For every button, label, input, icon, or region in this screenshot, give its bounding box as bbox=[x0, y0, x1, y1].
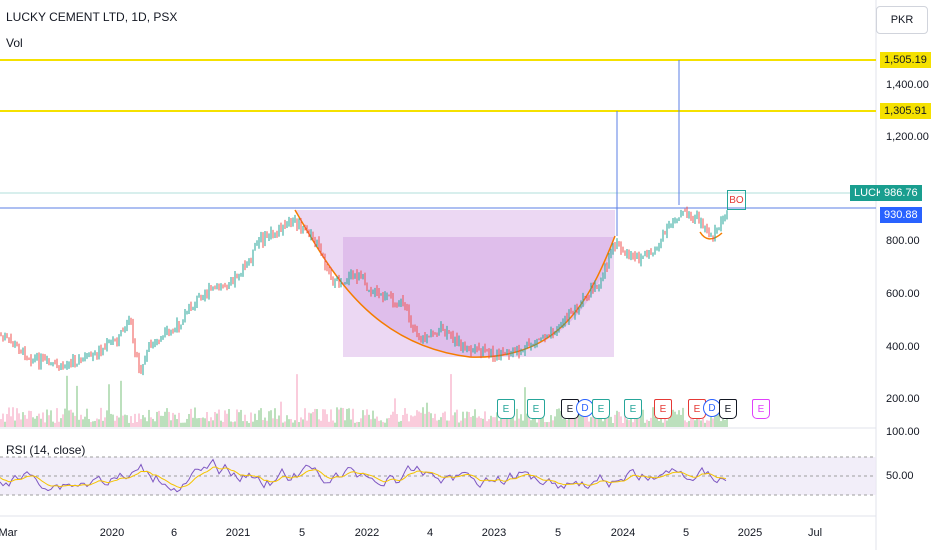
earnings-marker[interactable]: E bbox=[592, 399, 610, 419]
time-label: 6 bbox=[170, 527, 178, 539]
handle-curve bbox=[699, 231, 723, 240]
price-tick: 1,200.00 bbox=[886, 131, 929, 143]
earnings-marker[interactable]: E bbox=[624, 399, 642, 419]
breakout-level-tag[interactable]: 930.88 bbox=[880, 207, 922, 223]
time-label: 5 bbox=[554, 527, 562, 539]
cup-fill bbox=[295, 210, 615, 358]
dividend-marker[interactable]: D bbox=[703, 399, 721, 417]
currency-button[interactable]: PKR bbox=[876, 6, 928, 34]
last-price-tag: 986.76 bbox=[880, 185, 922, 201]
price-candles bbox=[0, 206, 728, 376]
earnings-marker[interactable]: E bbox=[719, 399, 737, 419]
volume-legend[interactable]: Vol bbox=[6, 36, 23, 50]
time-label: 2021 bbox=[225, 527, 251, 539]
time-label: 5 bbox=[682, 527, 690, 539]
rsi-tick: 50.00 bbox=[886, 470, 914, 482]
time-label: Mar bbox=[0, 527, 18, 539]
time-label: 4 bbox=[426, 527, 434, 539]
time-label: 2022 bbox=[354, 527, 380, 539]
price-tick: 600.00 bbox=[886, 288, 920, 300]
price-tick: 800.00 bbox=[886, 235, 920, 247]
price-tick: 1,400.00 bbox=[886, 79, 929, 91]
price-tick: 200.00 bbox=[886, 393, 920, 405]
earnings-marker[interactable]: E bbox=[654, 399, 672, 419]
upper-target-tag[interactable]: 1,505.19 bbox=[880, 52, 931, 68]
rsi-legend[interactable]: RSI (14, close) bbox=[6, 443, 86, 457]
price-tick: 400.00 bbox=[886, 341, 920, 353]
time-label: 2025 bbox=[737, 527, 763, 539]
earnings-marker[interactable]: E bbox=[527, 399, 545, 419]
rsi-tick: 100.00 bbox=[886, 426, 920, 438]
time-label: 5 bbox=[298, 527, 306, 539]
time-label: 2024 bbox=[610, 527, 636, 539]
symbol-title[interactable]: LUCKY CEMENT LTD, 1D, PSX bbox=[6, 10, 178, 24]
handle-box bbox=[343, 237, 614, 357]
time-label: 2023 bbox=[481, 527, 507, 539]
time-label: 2020 bbox=[99, 527, 125, 539]
earnings-marker[interactable]: E bbox=[497, 399, 515, 419]
breakout-label[interactable]: BO bbox=[727, 190, 746, 210]
earnings-marker[interactable]: E bbox=[752, 399, 770, 419]
volume-bars bbox=[0, 374, 728, 427]
time-label: Jul bbox=[807, 527, 823, 539]
rsi-ma-line bbox=[0, 466, 727, 489]
symbol-tag: LUCK bbox=[850, 185, 888, 201]
lower-target-tag[interactable]: 1,305.91 bbox=[880, 103, 931, 119]
